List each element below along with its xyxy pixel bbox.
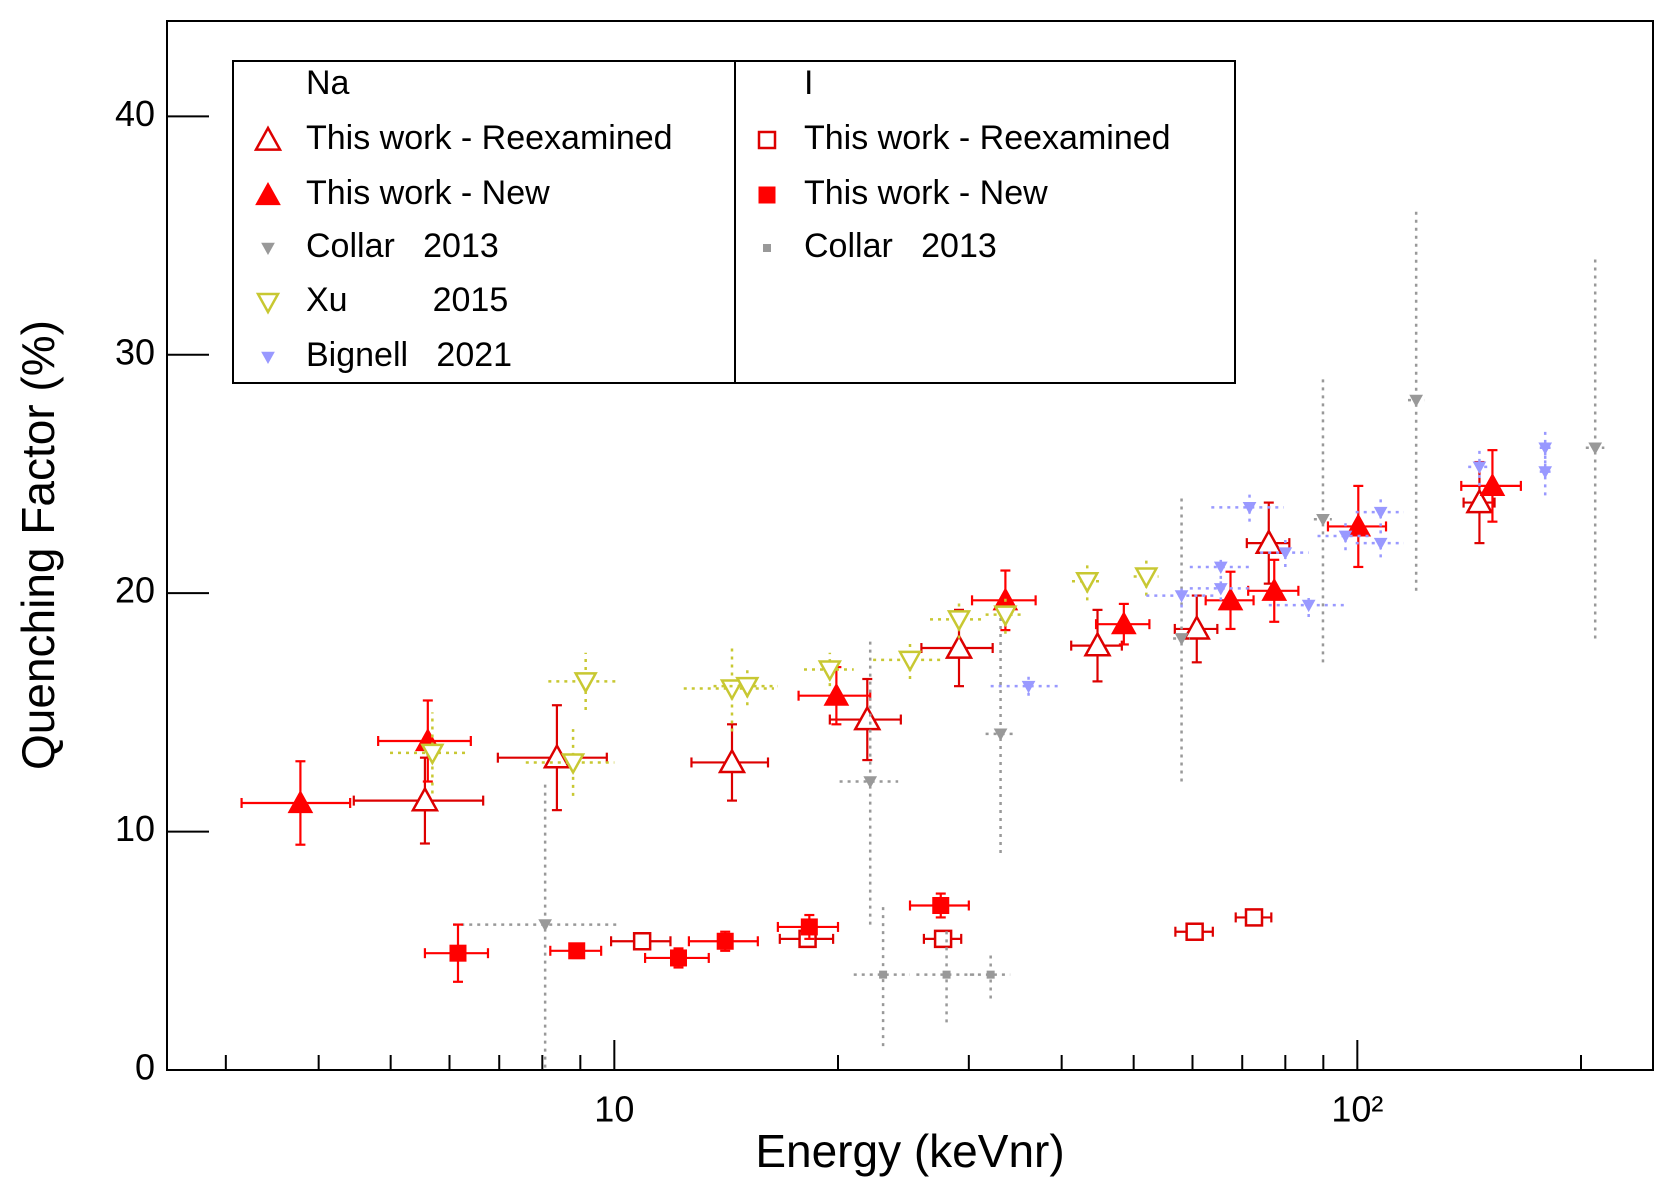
y-tick-label: 10	[115, 808, 155, 849]
marker	[1538, 442, 1553, 455]
series	[390, 557, 1159, 796]
marker	[932, 896, 950, 914]
legend-marker	[255, 181, 281, 206]
legend-label: This work - New	[804, 174, 1048, 212]
series	[990, 428, 1553, 696]
marker	[986, 970, 995, 979]
marker	[1278, 547, 1293, 560]
marker	[1174, 590, 1189, 603]
marker	[669, 949, 687, 967]
legend-marker	[763, 244, 771, 252]
marker	[800, 918, 818, 936]
legend-marker	[255, 292, 281, 315]
series	[853, 903, 1011, 1047]
legend: Na This work - Reexamined This work - New C…	[232, 60, 1236, 384]
marker	[1538, 466, 1553, 479]
marker	[946, 610, 972, 632]
marker	[719, 679, 745, 702]
marker	[1588, 442, 1603, 455]
series	[609, 908, 1273, 951]
plot-frame	[166, 20, 1654, 1071]
marker	[538, 919, 552, 932]
marker	[1021, 680, 1036, 694]
marker	[1409, 394, 1424, 408]
marker	[1479, 472, 1506, 496]
marker	[287, 789, 314, 814]
y-tick-label: 0	[135, 1047, 155, 1088]
marker	[717, 747, 747, 774]
marker	[817, 660, 842, 683]
marker	[944, 633, 974, 659]
marker	[1465, 488, 1494, 514]
marker	[1075, 572, 1100, 594]
legend-label: Xu 2015	[306, 281, 508, 319]
marker	[1217, 587, 1244, 611]
marker	[420, 743, 445, 766]
marker	[735, 676, 760, 699]
legend-label: Collar 2013	[804, 227, 997, 265]
marker	[993, 605, 1018, 628]
marker	[573, 672, 598, 694]
marker	[410, 786, 440, 812]
y-tick-label: 40	[115, 93, 155, 134]
marker	[993, 728, 1008, 741]
marker	[1316, 513, 1330, 527]
x-tick-label: 10²	[1331, 1089, 1383, 1130]
marker	[1213, 583, 1228, 596]
marker	[1301, 599, 1316, 613]
y-tick-label: 30	[115, 331, 155, 372]
y-tick-label: 20	[115, 570, 155, 611]
legend-label: This work - New	[306, 174, 550, 212]
marker	[1373, 537, 1388, 551]
marker	[1182, 614, 1211, 640]
legend-label: Bignell 2021	[306, 336, 512, 374]
series	[423, 892, 970, 983]
marker	[1244, 908, 1264, 927]
marker	[879, 970, 888, 979]
marker	[1373, 506, 1388, 520]
marker	[1134, 567, 1159, 590]
marker	[1110, 611, 1137, 635]
legend-marker	[261, 242, 275, 256]
legend-label: Collar 2013	[306, 227, 499, 265]
legend-marker	[261, 351, 275, 365]
marker	[897, 650, 923, 673]
legend-title: Na	[306, 64, 350, 102]
marker	[933, 929, 953, 949]
marker	[1261, 577, 1288, 601]
marker	[568, 942, 586, 960]
legend-marker	[758, 186, 776, 204]
marker	[1213, 561, 1228, 574]
x-tick-label: 10	[594, 1089, 634, 1130]
x-axis-title: Energy (keVnr)	[755, 1125, 1064, 1177]
series	[453, 209, 1605, 1068]
marker	[632, 932, 652, 951]
marker	[1083, 631, 1112, 657]
marker	[716, 932, 734, 950]
marker	[560, 753, 586, 776]
marker	[863, 776, 878, 789]
y-axis-title: Quenching Factor (%)	[12, 320, 64, 770]
marker	[823, 682, 850, 706]
marker	[1185, 922, 1204, 941]
series	[240, 449, 1522, 846]
marker	[853, 704, 882, 731]
legend-title: I	[804, 64, 813, 102]
marker	[1242, 502, 1257, 515]
legend-marker	[253, 125, 283, 151]
marker	[942, 970, 951, 979]
marker	[449, 944, 467, 962]
legend-label: This work - Reexamined	[804, 119, 1171, 157]
legend-label: This work - Reexamined	[306, 119, 673, 157]
marker	[1174, 633, 1189, 646]
marker	[1338, 530, 1353, 543]
legend-marker	[757, 130, 777, 150]
marker	[1472, 461, 1487, 474]
marker	[1254, 528, 1283, 554]
